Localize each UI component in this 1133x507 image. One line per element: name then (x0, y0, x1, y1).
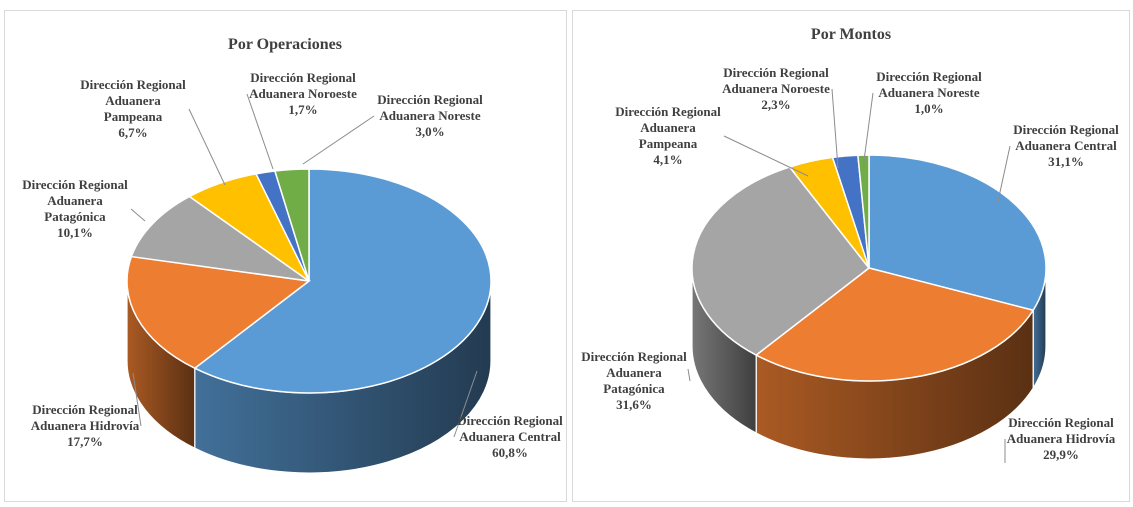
slice-name-label: Dirección Regional (457, 413, 563, 428)
slice-name-label: Dirección Regional (250, 70, 356, 85)
slice-value-label: 6,7% (118, 125, 147, 140)
slice-name-label: Aduanera (606, 365, 662, 380)
slice-value-label: 31,6% (616, 397, 652, 412)
slice-name-label: Dirección Regional (377, 92, 483, 107)
slice-value-label: 29,9% (1043, 447, 1079, 462)
leader-line (862, 92, 874, 169)
slice-name-label: Dirección Regional (32, 402, 138, 417)
chart-title: Por Montos (811, 26, 891, 43)
pie-slice (868, 154, 1047, 312)
slice-value-label: 10,1% (57, 225, 93, 240)
slice-name-label: Aduanera Noreste (878, 85, 979, 100)
pie-slice (691, 166, 871, 356)
slice-value-label: 17,7% (67, 434, 103, 449)
slice-name-label: Patagónica (44, 209, 106, 224)
pie-sides (691, 267, 1047, 460)
slice-name-label: Aduanera Central (459, 429, 561, 444)
pie-slice (130, 195, 310, 282)
slice-name-label: Aduanera Noreste (379, 108, 480, 123)
chart-title: Por Operaciones (228, 36, 342, 53)
pie-slice (126, 255, 311, 370)
pie-top (691, 154, 1047, 382)
slice-name-label: Pampeana (104, 109, 163, 124)
slice-name-label: Aduanera Noroeste (249, 86, 357, 101)
slice-label: Dirección RegionalAduaneraPatagónica10,1… (22, 177, 146, 240)
leader-line (453, 370, 478, 438)
slice-name-label: Aduanera Hidrovía (31, 418, 140, 433)
pie-slice (193, 168, 492, 394)
pie-slice (754, 267, 1035, 382)
slice-name-label: Aduanera (47, 193, 103, 208)
leader-line (996, 145, 1011, 207)
slice-value-label: 1,7% (288, 102, 317, 117)
slice-name-label: Dirección Regional (80, 77, 186, 92)
slice-name-label: Aduanera Hidrovía (1007, 431, 1116, 446)
leader-line (130, 208, 146, 222)
pie-slice (857, 154, 870, 269)
leader-line (831, 88, 839, 169)
leader-line (132, 372, 142, 427)
leader-line (188, 108, 226, 186)
leader-line (687, 368, 691, 382)
leader-line (246, 93, 274, 170)
slice-name-label: Dirección Regional (723, 65, 829, 80)
slice-name-label: Dirección Regional (876, 69, 982, 84)
pie-slice (273, 168, 310, 282)
slice-name-label: Aduanera (105, 93, 161, 108)
slice-name-label: Dirección Regional (581, 349, 687, 364)
slice-name-label: Aduanera (640, 120, 696, 135)
leader-line (302, 115, 375, 165)
slice-name-label: Patagónica (603, 381, 665, 396)
chart-panel-operaciones: Por Operaciones Dirección Regional Aduaner… (4, 10, 567, 502)
slice-name-label: Dirección Regional (615, 104, 721, 119)
slice-name-label: Dirección Regional (1008, 415, 1114, 430)
leader-line (723, 135, 809, 177)
slice-name-label: Aduanera Noroeste (722, 81, 830, 96)
slice-value-label: 1,0% (914, 101, 943, 116)
slice-value-label: 3,0% (415, 124, 444, 139)
slice-value-label: 2,3% (761, 97, 790, 112)
slice-name-label: Pampeana (639, 136, 698, 151)
slice-label: Dirección RegionalAduaneraPatagónica31,6… (581, 349, 691, 412)
chart-panel-montos: Por Montos Dirección Regional Aduanera Cen… (572, 10, 1130, 502)
slice-value-label: 60,8% (492, 445, 528, 460)
slice-name-label: Aduanera Central (1015, 138, 1117, 153)
slice-value-label: 31,1% (1048, 154, 1084, 169)
slice-name-label: Dirección Regional (22, 177, 128, 192)
slice-name-label: Dirección Regional (1013, 122, 1119, 137)
pie-top (126, 168, 492, 394)
slice-value-label: 4,1% (653, 152, 682, 167)
